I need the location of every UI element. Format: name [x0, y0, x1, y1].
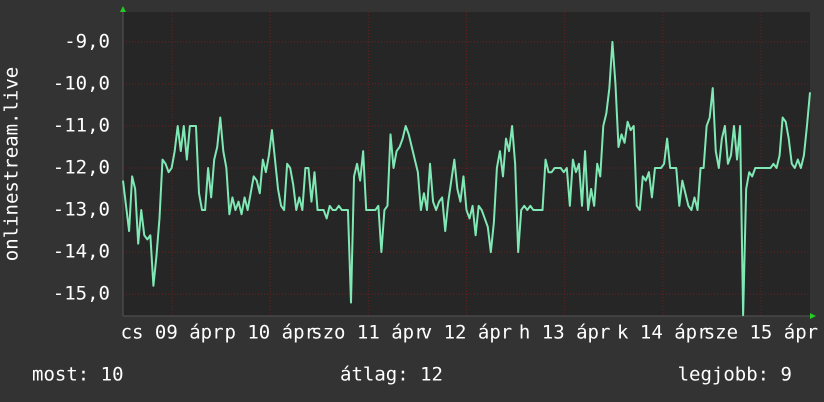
y-axis-label: onlinestream.live — [1, 67, 23, 261]
y-tick-label: -15,0 — [53, 283, 110, 305]
y-tick-label: -13,0 — [53, 199, 110, 221]
x-tick-label: k 14 ápr — [617, 322, 709, 344]
x-tick-label: v 12 ápr — [421, 322, 513, 344]
footer-average: átlag: 12 — [340, 364, 443, 386]
footer-current: most: 10 — [32, 364, 124, 386]
x-tick-label: szo 11 ápr — [311, 322, 425, 344]
x-tick-label: h 13 ápr — [519, 322, 611, 344]
x-tick-label: p 10 ápr — [224, 322, 316, 344]
data-line — [122, 40, 811, 317]
x-axis-arrow — [810, 313, 816, 319]
x-tick-label: sze 15 ápr — [704, 322, 818, 344]
plot-area — [123, 12, 810, 316]
y-tick-label: -12,0 — [53, 156, 110, 178]
y-tick-label: -9,0 — [64, 30, 110, 52]
x-tick-label: cs 09 ápr — [121, 322, 224, 344]
y-tick-label: -10,0 — [53, 72, 110, 94]
y-tick-label: -14,0 — [53, 241, 110, 263]
footer-best: legjobb: 9 — [678, 364, 792, 386]
y-tick-label: -11,0 — [53, 114, 110, 136]
y-axis-arrow — [120, 6, 126, 12]
